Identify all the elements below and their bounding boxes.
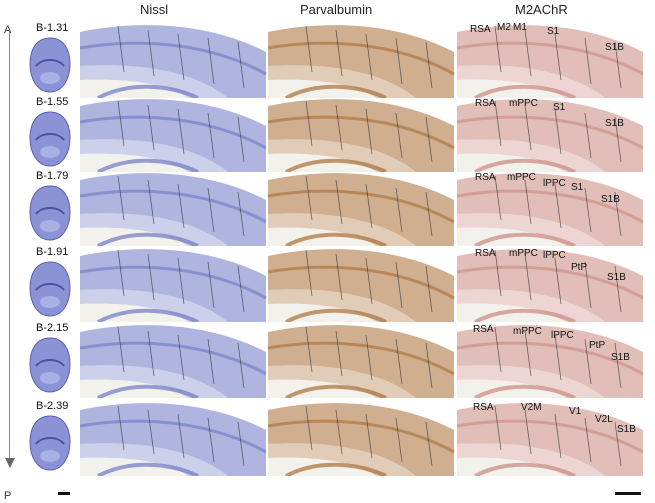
region-label: RSA [473,402,494,413]
bregma-label: B-1.31 [36,22,69,34]
region-label: mPPC [513,326,542,337]
column-title-parvalbumin: Parvalbumin [300,2,373,17]
bregma-label: B-2.39 [36,400,69,412]
region-label: RSA [475,98,496,109]
region-label: RSA [473,324,494,335]
bregma-label: B-2.15 [36,322,69,334]
region-label: M2 [497,22,511,33]
region-label: S1B [617,424,636,435]
nissl-stained-section [78,22,268,98]
brain-section-thumbnail [28,36,72,94]
m2achr-stained-section [455,22,645,98]
m2achr-stained-section [455,246,645,322]
anterior-posterior-axis [9,30,10,462]
region-label: S1 [571,182,584,193]
region-label: V2L [595,414,613,425]
region-label: lPPC [543,250,566,261]
region-label: S1B [605,42,624,53]
parvalbumin-stained-section [266,400,456,476]
parvalbumin-stained-section [266,170,456,246]
region-label: PtP [571,262,588,273]
region-label: lPPC [551,330,574,341]
region-label: S1 [547,26,560,37]
figure-row: B-1.91 RSA mPPC lPPC PtP S1B [0,246,655,324]
column-title-nissl: Nissl [140,2,169,17]
axis-arrow-down-icon [5,458,15,468]
brain-section-thumbnail [28,110,72,168]
region-label: mPPC [509,248,538,259]
figure-row: B-1.55 RSA mPPC S1 S1B [0,96,655,174]
parvalbumin-stained-section [266,96,456,172]
nissl-stained-section [78,96,268,172]
m2achr-stained-section [455,400,645,476]
parvalbumin-stained-section [266,322,456,398]
figure-row: B-1.79 RSA mPPC lPPC S1 S1B [0,170,655,248]
brain-section-thumbnail [28,184,72,242]
region-label: PtP [589,340,606,351]
region-label: M1 [513,22,527,33]
region-label: mPPC [507,172,536,183]
region-label: S1B [611,352,630,363]
figure-row: B-1.31 RSA M2 M1 S1 S1B [0,22,655,100]
m2achr-stained-section [455,322,645,398]
region-label: S1B [607,272,626,283]
brain-section-thumbnail [28,336,72,394]
m2achr-stained-section [455,96,645,172]
nissl-stained-section [78,322,268,398]
bregma-label: B-1.91 [36,246,69,258]
region-label: S1B [605,118,624,129]
region-label: RSA [475,248,496,259]
axis-label-posterior: P [4,490,12,502]
brain-section-thumbnail [28,260,72,318]
scale-bar-panels [615,492,641,495]
bregma-label: B-1.55 [36,96,69,108]
region-label: S1 [553,102,566,113]
region-label: V1 [569,406,582,417]
region-label: lPPC [543,178,566,189]
figure-row: B-2.15 RSA mPPC lPPC PtP S1B [0,322,655,400]
region-label: V2M [521,402,542,413]
brain-section-thumbnail [28,414,72,472]
nissl-stained-section [78,170,268,246]
parvalbumin-stained-section [266,22,456,98]
region-label: RSA [475,172,496,183]
nissl-stained-section [78,246,268,322]
column-title-m2achr: M2AChR [515,2,568,17]
axis-label-anterior: A [4,24,12,36]
nissl-stained-section [78,400,268,476]
scale-bar-thumbnail [58,492,70,495]
region-label: S1B [601,194,620,205]
figure-row: B-2.39 RSA V2M V1 V2L S1B [0,400,655,478]
region-label: mPPC [509,98,538,109]
region-label: RSA [470,24,491,35]
bregma-label: B-1.79 [36,170,69,182]
m2achr-stained-section [455,170,645,246]
parvalbumin-stained-section [266,246,456,322]
